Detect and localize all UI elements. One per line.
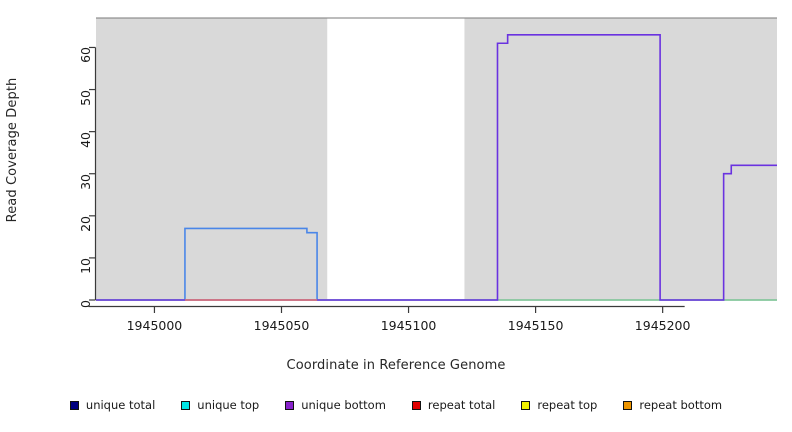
legend-item[interactable]: unique total — [69, 398, 156, 412]
legend-label: unique bottom — [301, 398, 386, 412]
chart-legend: unique total unique top unique bottom repea… — [0, 398, 792, 412]
legend-color-swatch — [285, 400, 295, 410]
series-line-unique-bottom — [96, 34, 777, 301]
y-tick-label: 30 — [78, 173, 93, 190]
y-tick-label: 60 — [78, 47, 93, 64]
x-tick-label: 1945000 — [126, 318, 183, 333]
legend-label: repeat top — [537, 398, 598, 412]
legend-color-swatch — [411, 400, 421, 410]
legend-label: unique top — [197, 398, 260, 412]
x-tick-label: 1945200 — [634, 318, 691, 333]
legend-item[interactable]: unique top — [181, 398, 259, 412]
y-tick-label: 20 — [78, 215, 93, 232]
y-tick-label: 10 — [78, 257, 93, 274]
x-tick-label: 1945050 — [253, 318, 310, 333]
shaded-region — [96, 18, 328, 300]
legend-label: repeat total — [427, 398, 496, 412]
x-tick-label: 1945100 — [380, 318, 437, 333]
x-tick-label: 1945150 — [507, 318, 564, 333]
shaded-region — [464, 18, 777, 300]
legend-color-swatch — [69, 400, 79, 410]
y-tick-label: 50 — [78, 89, 93, 106]
legend-label: repeat bottom — [639, 398, 723, 412]
series-line-unique-total — [96, 227, 777, 301]
legend-color-swatch — [181, 400, 191, 410]
legend-item[interactable]: repeat top — [521, 398, 597, 412]
legend-color-swatch — [521, 400, 531, 410]
legend-item[interactable]: unique bottom — [285, 398, 386, 412]
x-axis-title: Coordinate in Reference Genome — [286, 358, 506, 373]
y-tick-label: 40 — [78, 131, 93, 148]
legend-item[interactable]: repeat total — [411, 398, 496, 412]
legend-item[interactable]: repeat bottom — [623, 398, 722, 412]
legend-label: unique total — [85, 398, 156, 412]
legend-color-swatch — [623, 400, 633, 410]
y-axis-title: Read Coverage Depth — [5, 77, 20, 223]
